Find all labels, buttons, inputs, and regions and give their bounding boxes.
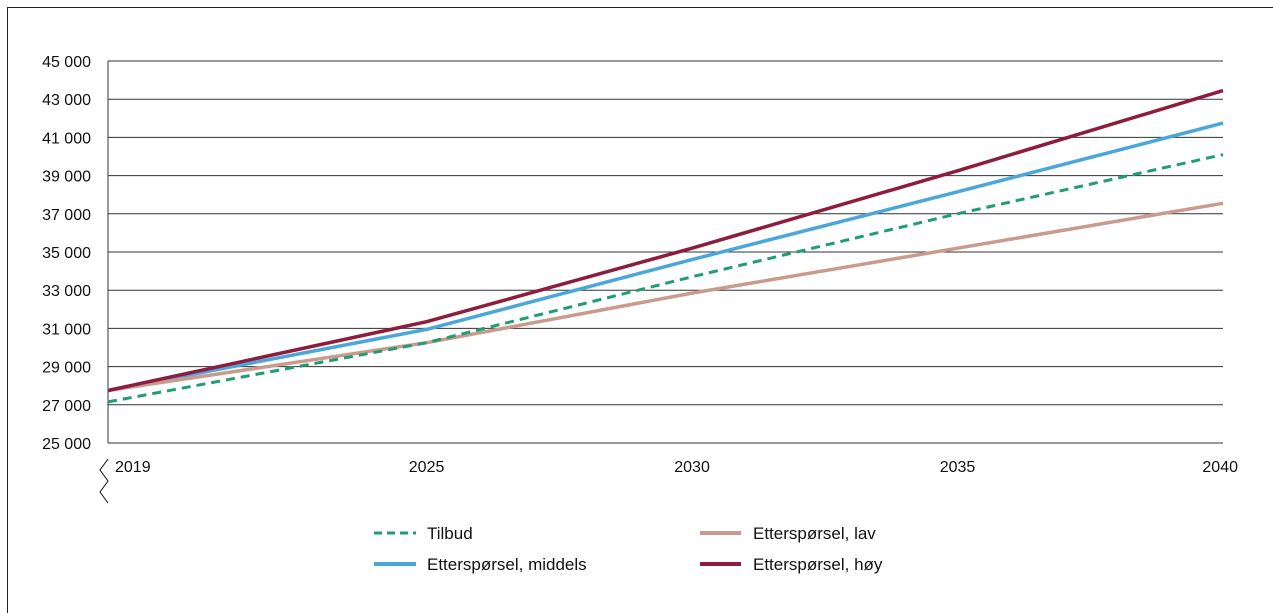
axis-break-zigzag [99, 458, 109, 504]
gridlines [107, 60, 1223, 444]
legend-item-hoy: Etterspørsel, høy [700, 555, 883, 574]
chart-frame [7, 7, 1273, 613]
series-lines [107, 88, 1224, 404]
legend-label-lav: Etterspørsel, lav [753, 524, 876, 543]
y-tick-label: 31 000 [42, 321, 91, 338]
legend-label-tilbud: Tilbud [427, 524, 473, 543]
x-tick-label: 2025 [409, 459, 445, 476]
legend: Tilbud Etterspørsel, lav Etterspørsel, m… [374, 524, 883, 574]
legend-item-tilbud: Tilbud [374, 524, 473, 543]
y-tick-label: 25 000 [42, 436, 91, 453]
legend-item-middels: Etterspørsel, middels [374, 555, 587, 574]
y-tick-label: 37 000 [42, 207, 91, 224]
y-tick-label: 41 000 [42, 130, 91, 147]
series-line-tilbud [107, 153, 1224, 404]
y-tick-label: 29 000 [42, 360, 91, 377]
x-axis-tick-labels: 2019 2025 2030 2035 2040 [115, 459, 1238, 476]
series-line-etterspørsel-høy [107, 88, 1224, 393]
axis-break-mark [99, 458, 109, 504]
x-tick-label: 2030 [674, 459, 710, 476]
legend-label-middels: Etterspørsel, middels [427, 555, 587, 574]
legend-label-hoy: Etterspørsel, høy [753, 555, 883, 574]
x-tick-label: 2040 [1202, 459, 1238, 476]
series-line-etterspørsel-middels [107, 121, 1224, 393]
y-tick-label: 39 000 [42, 169, 91, 186]
y-tick-label: 33 000 [42, 283, 91, 300]
x-tick-label: 2035 [940, 459, 976, 476]
legend-item-lav: Etterspørsel, lav [700, 524, 876, 543]
y-tick-label: 27 000 [42, 398, 91, 415]
series-line-etterspørsel-lav [107, 201, 1224, 393]
y-tick-label: 35 000 [42, 245, 91, 262]
y-axis-tick-labels: 25 000 27 000 29 000 31 000 33 000 35 000 37 0… [42, 54, 91, 453]
y-tick-label: 43 000 [42, 92, 91, 109]
y-tick-label: 45 000 [42, 54, 91, 71]
x-tick-label: 2019 [115, 459, 151, 476]
